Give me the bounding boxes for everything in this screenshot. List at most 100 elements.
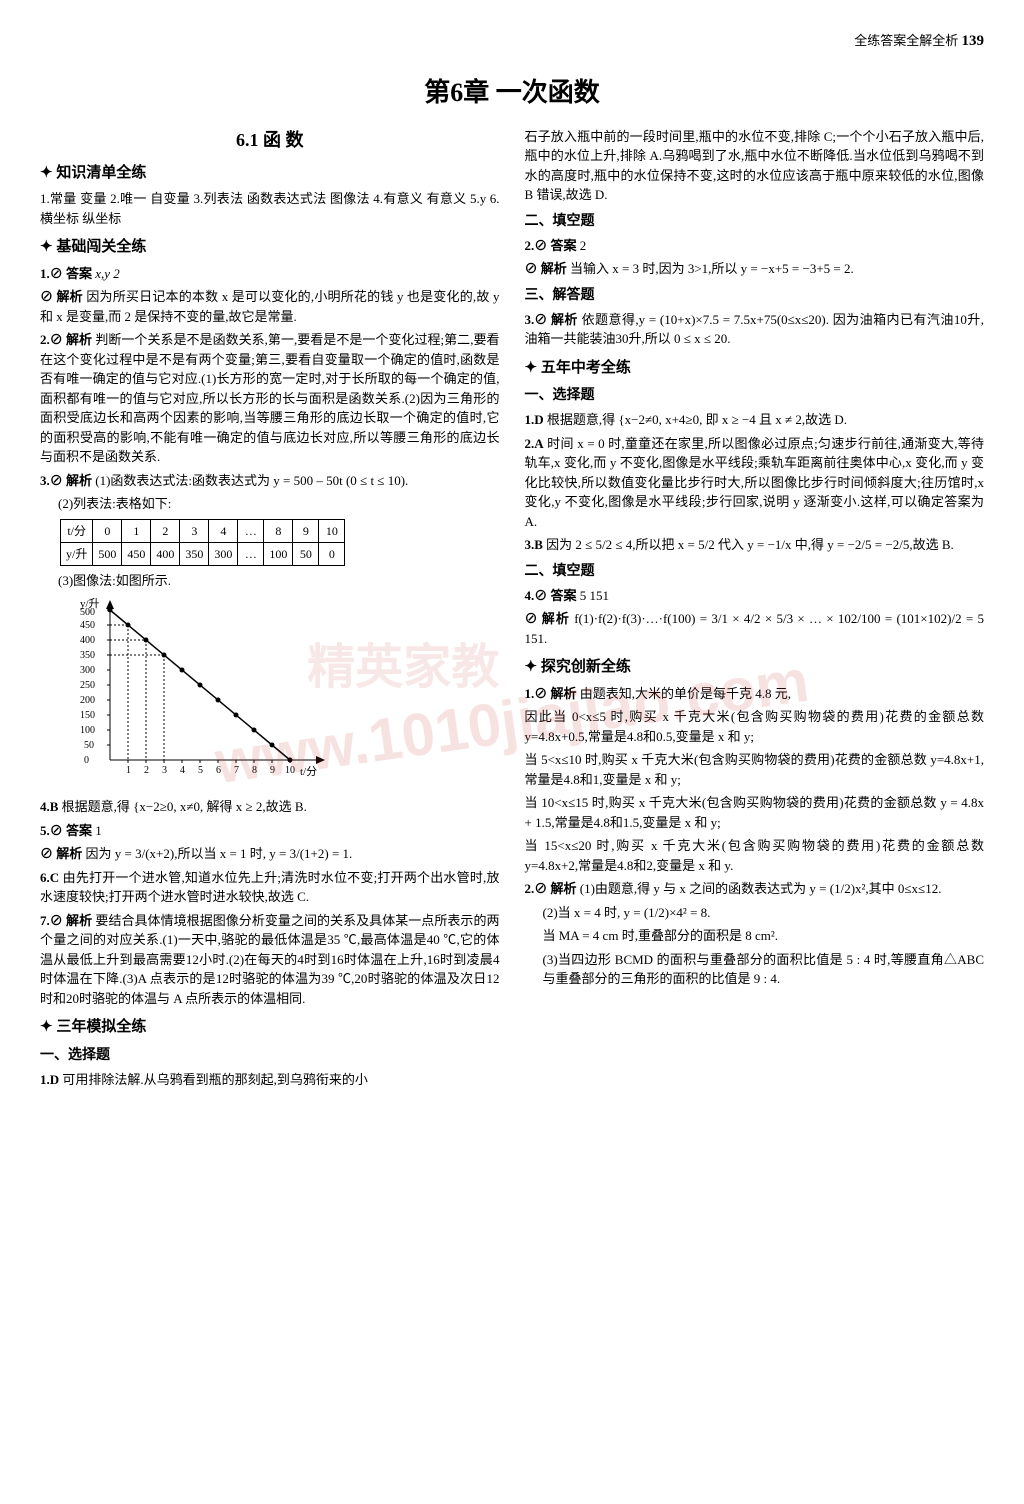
cell: … [238, 519, 264, 542]
wn1-label: 1.D [525, 412, 544, 427]
sn1: 1.D 可用排除法解.从乌鸦看到瓶的那刻起,到乌鸦衔来的小 [40, 1070, 500, 1090]
table-row: y/升 500 450 400 350 300 … 100 50 0 [61, 542, 345, 565]
jc5: 5.⊘ 答案 1 [40, 821, 500, 841]
cell: 50 [293, 542, 319, 565]
tj1-e: 当 15<x≤20 时,购买 x 千克大米(包含购买购物袋的费用)花费的金额总数… [525, 836, 985, 875]
heading-xzt2: 一、选择题 [525, 385, 985, 406]
tj2-4: (3)当四边形 BCMD 的面积与重叠部分的面积比值是 5 : 4 时,等腰直角… [525, 950, 985, 989]
cell: … [238, 542, 264, 565]
page-header: 全练答案全解全析 139 [40, 30, 984, 53]
tk2-jx-label: ⊘ 解析 [525, 261, 567, 276]
cell: 450 [122, 542, 151, 565]
jc2: 2.⊘ 解析 判断一个关系是不是函数关系,第一,要看是不是一个变化过程;第二,要… [40, 330, 500, 467]
svg-text:50: 50 [84, 740, 94, 751]
jc7-text: 要结合具体情境根据图像分析变量之间的关系及具体某一点所表示的两个量之间的对应关系… [40, 913, 500, 1006]
zsqd-items: 1.常量 变量 2.唯一 自变量 3.列表法 函数表达式法 图像法 4.有意义 … [40, 189, 500, 228]
jc3-1: (1)函数表达式法:函数表达式为 y = 500 – 50t (0 ≤ t ≤ … [95, 473, 408, 488]
jc3-2: (2)列表法:表格如下: [40, 494, 500, 514]
svg-text:300: 300 [80, 665, 95, 676]
svg-text:0: 0 [84, 755, 89, 766]
cell: 1 [122, 519, 151, 542]
svg-text:7: 7 [234, 765, 239, 776]
jc5-label: 5.⊘ 答案 [40, 823, 92, 838]
tj1-c: 当 5<x≤10 时,购买 x 千克大米(包含购买购物袋的费用)花费的金额总数 … [525, 750, 985, 789]
svg-text:4: 4 [180, 765, 185, 776]
jc1-ans: x,y 2 [95, 266, 120, 281]
svg-text:6: 6 [216, 765, 221, 776]
data-table: t/分 0 1 2 3 4 … 8 9 10 y/升 500 450 400 3… [60, 519, 345, 566]
svg-text:10: 10 [285, 765, 295, 776]
svg-text:450: 450 [80, 620, 95, 631]
jd3-text: 依题意得,y = (10+x)×7.5 = 7.5x+75(0≤x≤20). 因… [525, 312, 985, 347]
cell: 4 [209, 519, 238, 542]
tk2: 2.⊘ 答案 2 [525, 236, 985, 256]
jc7: 7.⊘ 解析 要结合具体情境根据图像分析变量之间的关系及具体某一点所表示的两个量… [40, 911, 500, 1009]
svg-text:150: 150 [80, 710, 95, 721]
jc1: 1.⊘ 答案 x,y 2 [40, 264, 500, 284]
jc1-ans-label: 1.⊘ 答案 [40, 266, 92, 281]
heading-tkt: 二、填空题 [525, 211, 985, 232]
xlabel: t/分 [300, 765, 317, 778]
cell: 100 [264, 542, 293, 565]
jc4-label: 4.B [40, 799, 58, 814]
tk2-jx: ⊘ 解析 当输入 x = 3 时,因为 3>1,所以 y = −x+5 = −3… [525, 259, 985, 279]
sn1-cont: 石子放入瓶中前的一段时间里,瓶中的水位不变,排除 C;一个个小石子放入瓶中后,瓶… [525, 127, 985, 205]
cell: 0 [319, 542, 345, 565]
wn1-text: 根据题意,得 {x−2≠0, x+4≥0, 即 x ≥ −4 且 x ≠ 2,故… [547, 412, 847, 427]
cell: t/分 [61, 519, 93, 542]
tj2-label: 2.⊘ 解析 [525, 881, 577, 896]
jc1-jx-text: 因为所买日记本的本数 x 是可以变化的,小明所花的钱 y 也是变化的,故 y 和… [40, 289, 500, 324]
tj2-1: (1)由题意,得 y 与 x 之间的函数表达式为 y = (1/2)x²,其中 … [580, 881, 942, 896]
tj1-label: 1.⊘ 解析 [525, 686, 577, 701]
tk2-ans: 2 [580, 238, 587, 253]
jc1-jx-label: ⊘ 解析 [40, 289, 83, 304]
jc5-ans: 1 [95, 823, 102, 838]
heading-tjcx: 探究创新全练 [525, 656, 985, 679]
line-chart: y/升 t/分 0 50 100 150 200 250 300 350 400… [70, 595, 500, 792]
svg-text:200: 200 [80, 695, 95, 706]
jc2-label: 2.⊘ 解析 [40, 332, 92, 347]
svg-text:350: 350 [80, 650, 95, 661]
jc6-label: 6.C [40, 870, 59, 885]
svg-text:100: 100 [80, 725, 95, 736]
cell: 8 [264, 519, 293, 542]
svg-text:1: 1 [126, 765, 131, 776]
jc4: 4.B 根据题意,得 {x−2≥0, x≠0, 解得 x ≥ 2,故选 B. [40, 797, 500, 817]
wn-tk4-jx-label: ⊘ 解析 [525, 611, 570, 626]
cell: 300 [209, 542, 238, 565]
tk2-jx-text: 当输入 x = 3 时,因为 3>1,所以 y = −x+5 = −3+5 = … [570, 261, 854, 276]
jc2-text: 判断一个关系是不是函数关系,第一,要看是不是一个变化过程;第二,要看在这个变化过… [40, 332, 500, 464]
cell: 400 [151, 542, 180, 565]
jc3-3: (3)图像法:如图所示. [40, 571, 500, 591]
wn2: 2.A 时间 x = 0 时,童童还在家里,所以图像必过原点;匀速步行前往,通渐… [525, 434, 985, 532]
jc5-jx-text: 因为 y = 3/(x+2),所以当 x = 1 时, y = 3/(1+2) … [86, 846, 353, 861]
wn1: 1.D 根据题意,得 {x−2≠0, x+4≥0, 即 x ≥ −4 且 x ≠… [525, 410, 985, 430]
tk2-label: 2.⊘ 答案 [525, 238, 577, 253]
right-column: 石子放入瓶中前的一段时间里,瓶中的水位不变,排除 C;一个个小石子放入瓶中后,瓶… [525, 127, 985, 1094]
heading-jcbg: 基础闯关全练 [40, 236, 500, 259]
sn1-text: 可用排除法解.从乌鸦看到瓶的那刻起,到乌鸦衔来的小 [62, 1072, 368, 1087]
svg-text:250: 250 [80, 680, 95, 691]
header-text: 全练答案全解全析 [854, 33, 958, 48]
wn-tk4-jx-text: f(1)·f(2)·f(3)·…·f(100) = 3/1 × 4/2 × 5/… [525, 611, 985, 646]
tj1-a: 由题表知,大米的单价是每千克 4.8 元, [580, 686, 791, 701]
wn-tk4: 4.⊘ 答案 5 151 [525, 586, 985, 606]
cell: 10 [319, 519, 345, 542]
tj1: 1.⊘ 解析 由题表知,大米的单价是每千克 4.8 元, [525, 684, 985, 704]
wn-tk4-label: 4.⊘ 答案 [525, 588, 577, 603]
svg-text:8: 8 [252, 765, 257, 776]
section-title: 6.1 函 数 [40, 127, 500, 154]
jd3: 3.⊘ 解析 依题意得,y = (10+x)×7.5 = 7.5x+75(0≤x… [525, 310, 985, 349]
cell: 500 [93, 542, 122, 565]
tj2-3: 当 MA = 4 cm 时,重叠部分的面积是 8 cm². [525, 926, 985, 946]
jc6-text: 由先打开一个进水管,知道水位先上升;清洗时水位不变;打开两个出水管时,放水速度较… [40, 870, 500, 905]
svg-text:5: 5 [198, 765, 203, 776]
chart-svg: y/升 t/分 0 50 100 150 200 250 300 350 400… [70, 595, 330, 785]
heading-xzt: 一、选择题 [40, 1045, 500, 1066]
wn3-text: 因为 2 ≤ 5/2 ≤ 4,所以把 x = 5/2 代入 y = −1/x 中… [546, 537, 954, 552]
wn2-label: 2.A [525, 436, 544, 451]
wn2-text: 时间 x = 0 时,童童还在家里,所以图像必过原点;匀速步行前往,通渐变大,等… [525, 436, 985, 529]
cell: 3 [180, 519, 209, 542]
svg-text:9: 9 [270, 765, 275, 776]
wn-tk4-ans: 5 151 [580, 588, 609, 603]
